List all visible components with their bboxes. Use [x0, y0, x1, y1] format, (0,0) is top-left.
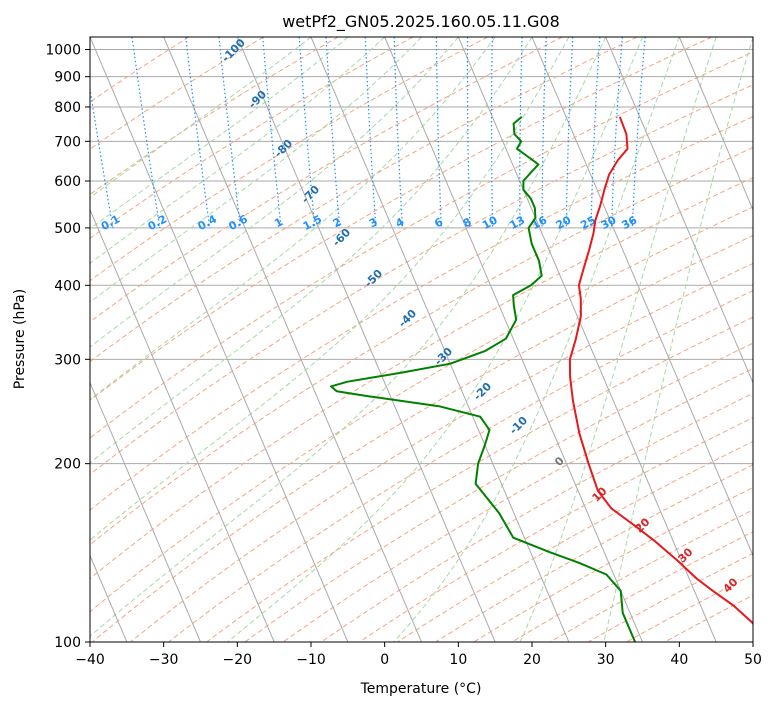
dry-adiabat-line	[473, 486, 753, 642]
y-tick-label: 800	[54, 100, 81, 116]
x-tick-label: −10	[296, 652, 326, 668]
isotherm-line	[605, 37, 753, 384]
moist-adiabat-line	[90, 37, 349, 230]
isotherm-line	[236, 37, 496, 642]
y-tick-label: 1000	[45, 43, 81, 59]
mixing-ratio-label: 25	[578, 213, 598, 232]
temperature-profile-line	[568, 116, 753, 626]
mixing-ratio-label: 30	[599, 213, 619, 232]
y-tick-label: 600	[54, 174, 81, 190]
isotherm-line	[90, 37, 349, 642]
dry-adiabat-line	[90, 37, 414, 239]
chart-title: wetPf2_GN05.2025.160.05.11.G08	[282, 12, 560, 32]
dry-adiabat-line	[90, 116, 753, 511]
mixing-ratio-line	[218, 37, 242, 228]
dry-adiabat-line	[90, 37, 712, 401]
mixing-ratio-line	[185, 37, 211, 228]
moist-adiabat-line	[90, 37, 496, 401]
moist-adiabat-line	[90, 37, 422, 303]
isotherm-line	[90, 381, 201, 642]
x-axis-label: Temperature (°C)	[360, 681, 482, 697]
mixing-ratio-label: 13	[507, 213, 527, 232]
y-tick-label: 500	[54, 221, 81, 237]
x-tick-label: 0	[380, 652, 389, 668]
x-tick-label: 20	[523, 652, 541, 668]
dry-adiabat-line	[206, 316, 753, 642]
dry-adiabat-line	[130, 262, 753, 642]
dry-adiabat-line	[90, 146, 753, 546]
grid-layer	[90, 37, 753, 642]
dewpoint-profile-line	[330, 116, 637, 642]
y-tick-label: 900	[54, 70, 81, 86]
dry-adiabat-line	[244, 342, 753, 642]
moist-adiabat-line	[90, 37, 570, 541]
isotherm-line	[90, 208, 275, 642]
moist-adiabat-line	[519, 37, 717, 642]
isotherm-line	[163, 37, 422, 642]
y-tick-label: 300	[54, 352, 81, 368]
moist-adiabat-line	[90, 37, 386, 264]
moist-adiabat-line	[227, 37, 643, 642]
x-tick-label: −40	[75, 652, 105, 668]
y-tick-label: 200	[54, 457, 81, 473]
dry-adiabat-line	[511, 509, 753, 642]
dry-adiabat-line	[90, 84, 753, 476]
tick-layer: −40 −30 −20 −10 0 10 20 30 40 50 100 200 300 400 500 60…	[45, 43, 762, 668]
isotherm-line	[678, 37, 753, 212]
moist-adiabat-line	[393, 37, 680, 642]
isotherm-line	[531, 37, 753, 557]
moist-adiabat-line	[90, 37, 533, 464]
y-tick-label: 700	[54, 134, 81, 150]
isotherm-line	[310, 37, 570, 642]
x-tick-label: −30	[149, 652, 179, 668]
x-tick-label: 50	[744, 652, 762, 668]
mixing-ratio-line	[90, 85, 114, 229]
y-tick-label: 100	[54, 635, 81, 651]
isotherm-line	[457, 37, 717, 642]
plot-frame	[89, 36, 754, 643]
y-tick-label: 400	[54, 278, 81, 294]
mixing-ratio-label: 10	[480, 213, 500, 232]
dry-adiabat-line	[90, 206, 753, 613]
x-tick-label: 40	[670, 652, 688, 668]
mixing-ratio-label: 36	[620, 213, 640, 232]
mixing-ratio-label: 20	[554, 213, 574, 232]
moist-adiabat-line	[603, 37, 753, 642]
series-layer	[330, 116, 753, 642]
y-axis-label: Pressure (hPa)	[12, 289, 28, 389]
dry-adiabat-line	[90, 51, 753, 439]
dry-adiabat-line	[90, 37, 264, 150]
dry-adiabat-line	[320, 392, 753, 642]
x-tick-label: 30	[597, 652, 615, 668]
moist-adiabat-line	[90, 37, 459, 348]
isotherm-line	[384, 37, 643, 642]
x-tick-label: −20	[223, 652, 253, 668]
mixing-ratio-line	[131, 37, 161, 228]
x-tick-label: 10	[449, 652, 467, 668]
